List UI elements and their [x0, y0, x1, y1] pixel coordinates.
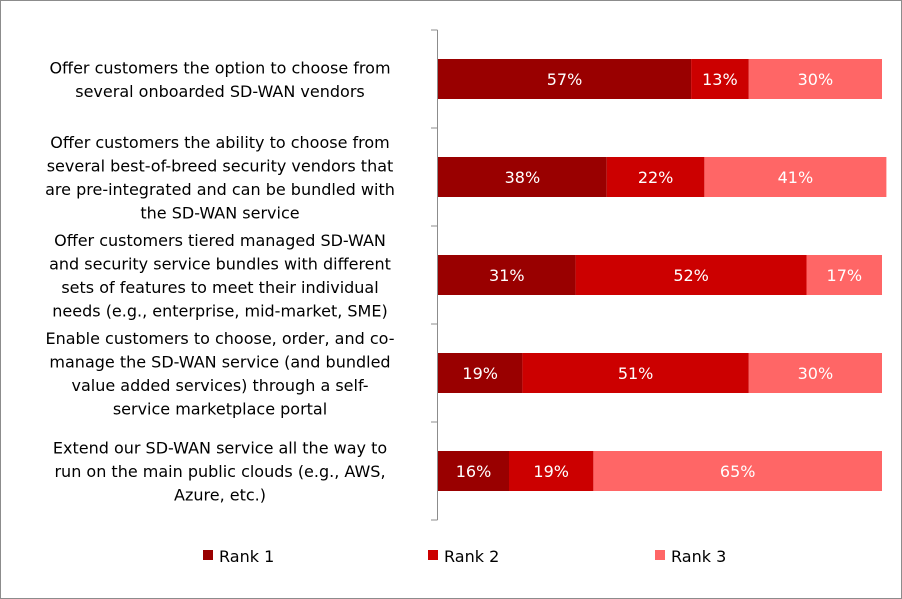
bar-segment: [522, 353, 749, 393]
bars: [438, 59, 887, 491]
bar-data-label: 19%: [533, 462, 569, 481]
category-label-line: sets of features to meet their individua…: [61, 278, 378, 297]
legend-label: Rank 3: [671, 547, 726, 566]
category-label-line: needs (e.g., enterprise, mid-market, SME…: [52, 301, 387, 320]
bar-segment: [438, 157, 607, 197]
category-label-line: Offer customers tiered managed SD-WAN: [54, 231, 386, 250]
bar-segment: [748, 353, 882, 393]
bar-data-label: 22%: [638, 168, 674, 187]
bar-segment: [748, 59, 882, 99]
bar-data-label: 57%: [547, 70, 583, 89]
category-label-line: service marketplace portal: [113, 399, 327, 418]
bar-segment: [438, 353, 523, 393]
bar-data-label: 65%: [720, 462, 756, 481]
bar-segment: [593, 451, 882, 491]
bar-segment: [691, 59, 749, 99]
legend-swatch: [428, 550, 438, 560]
category-label: Offer customers tiered managed SD-WAN and…: [49, 231, 391, 320]
category-label: Offer customers the ability to choose fr…: [45, 133, 395, 223]
category-label-line: the SD-WAN service: [140, 203, 299, 222]
category-label-line: several onboarded SD-WAN vendors: [75, 82, 364, 101]
category-label-line: value added services) through a self-: [72, 376, 369, 395]
bar-data-label: 17%: [827, 266, 863, 285]
category-label: Extend our SD-WAN service all the way to…: [53, 439, 387, 505]
legend-label: Rank 1: [219, 547, 274, 566]
bar-segment: [438, 255, 576, 295]
bar-data-label: 31%: [489, 266, 525, 285]
bar-data-label: 13%: [702, 70, 738, 89]
bar-segment: [606, 157, 705, 197]
category-label-line: Azure, etc.): [174, 486, 266, 505]
bar-segment: [575, 255, 807, 295]
bar-segment: [806, 255, 882, 295]
data-labels: 57% 13% 30% 38% 22% 41% 31% 52% 17% 19% 51% 30% 16% 1…: [456, 70, 862, 481]
category-label-line: Extend our SD-WAN service all the way to: [53, 439, 387, 458]
legend-swatch: [655, 550, 665, 560]
legend-swatch: [203, 550, 213, 560]
bar-segment: [438, 59, 692, 99]
category-labels: Offer customers the option to choose fro…: [45, 58, 395, 504]
category-label-line: manage the SD-WAN service (and bundled: [49, 352, 390, 371]
category-label-line: Offer customers the option to choose fro…: [49, 58, 390, 77]
legend: Rank 1 Rank 2 Rank 3: [203, 547, 726, 566]
bar-data-label: 51%: [618, 364, 654, 383]
bar-data-label: 41%: [778, 168, 814, 187]
category-label-line: Enable customers to choose, order, and c…: [45, 329, 394, 348]
category-label-line: are pre-integrated and can be bundled wi…: [45, 180, 395, 199]
legend-label: Rank 2: [444, 547, 499, 566]
bar-data-label: 52%: [673, 266, 709, 285]
bar-data-label: 30%: [798, 70, 834, 89]
bar-data-label: 30%: [798, 364, 834, 383]
category-label-line: Offer customers the ability to choose fr…: [50, 133, 390, 152]
bar-segment: [509, 451, 594, 491]
bar-data-label: 19%: [462, 364, 498, 383]
category-label-line: several best-of-breed security vendors t…: [47, 156, 394, 175]
category-label: Offer customers the option to choose fro…: [49, 58, 390, 101]
category-label-line: run on the main public clouds (e.g., AWS…: [54, 462, 385, 481]
bar-segment: [438, 451, 509, 491]
bar-segment: [704, 157, 887, 197]
bar-data-label: 38%: [505, 168, 541, 187]
axis-ticks: [431, 29, 438, 521]
category-label-line: and security service bundles with differ…: [49, 254, 391, 273]
bar-data-label: 16%: [456, 462, 492, 481]
category-label: Enable customers to choose, order, and c…: [45, 329, 394, 419]
